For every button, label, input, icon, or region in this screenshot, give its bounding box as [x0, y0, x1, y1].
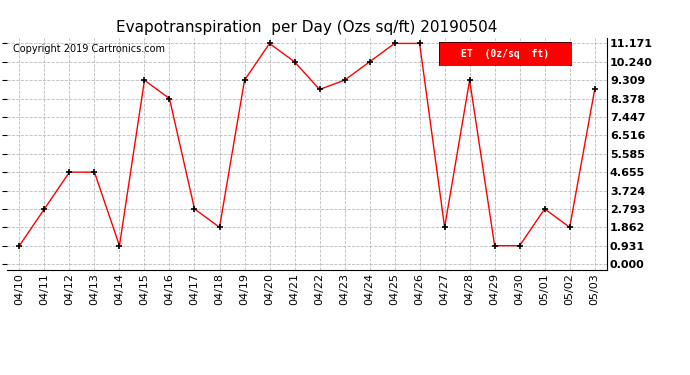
Title: Evapotranspiration  per Day (Ozs sq/ft) 20190504: Evapotranspiration per Day (Ozs sq/ft) 2… [117, 20, 497, 35]
Text: Copyright 2019 Cartronics.com: Copyright 2019 Cartronics.com [13, 45, 165, 54]
